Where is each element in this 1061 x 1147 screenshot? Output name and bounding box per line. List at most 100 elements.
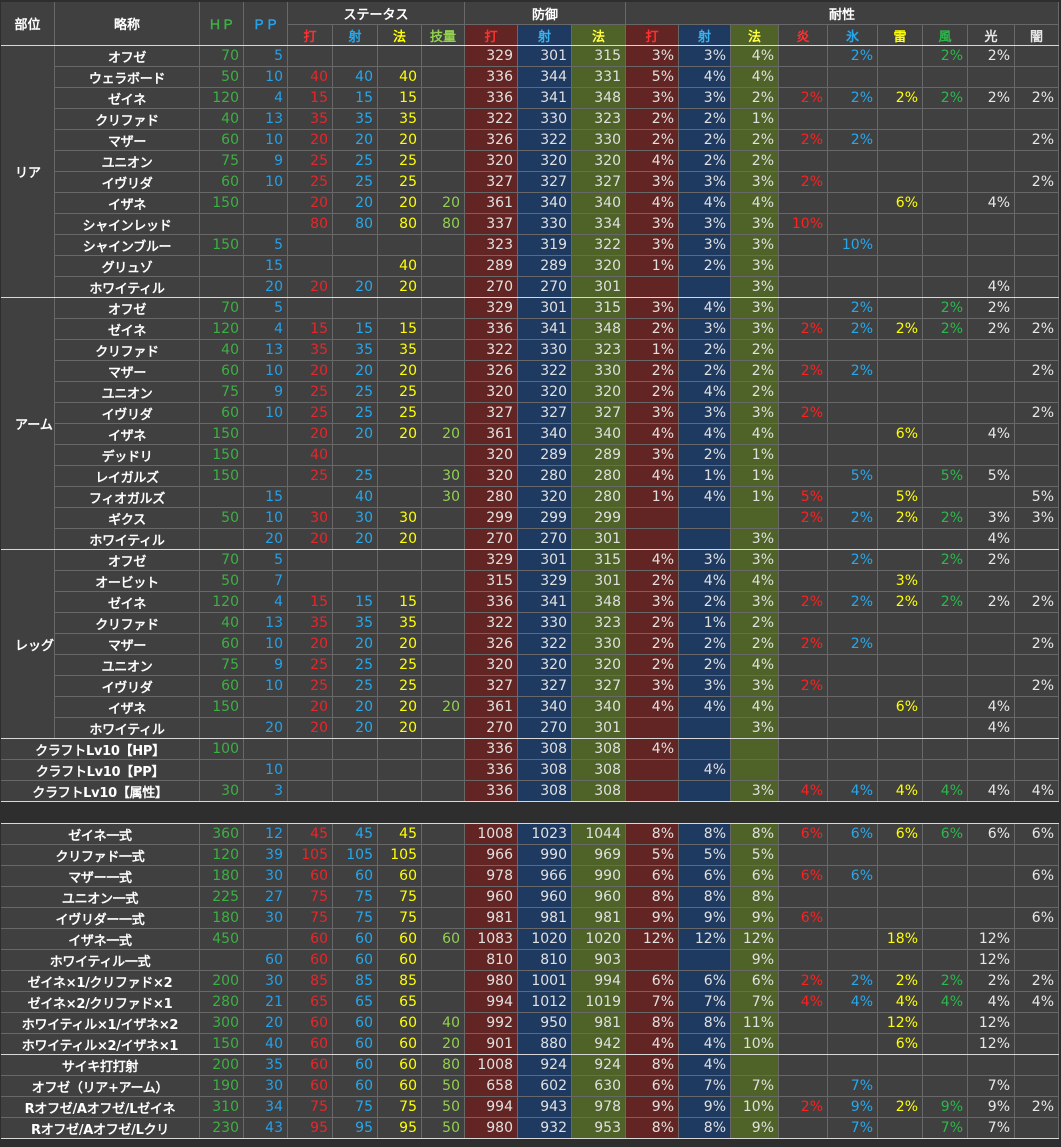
value-cell: 2%: [968, 592, 1015, 613]
value-cell: [968, 887, 1015, 908]
value-cell: [828, 718, 878, 739]
value-cell: 2%: [679, 655, 731, 676]
value-cell: 289: [518, 445, 572, 466]
value-cell: 15: [288, 88, 333, 109]
value-cell: [923, 193, 968, 214]
value-cell: [244, 466, 288, 487]
value-cell: [1015, 67, 1059, 88]
value-cell: 4%: [828, 781, 878, 802]
row-name: クラフトLv10【属性】: [1, 781, 200, 802]
value-cell: 7%: [828, 1076, 878, 1097]
value-cell: 2%: [878, 1097, 923, 1118]
value-cell: 2%: [828, 298, 878, 319]
value-cell: [968, 256, 1015, 277]
value-cell: [923, 929, 968, 950]
value-cell: [968, 571, 1015, 592]
value-cell: 15: [333, 592, 378, 613]
value-cell: 2%: [878, 319, 923, 340]
value-cell: [923, 634, 968, 655]
header-column: 打: [288, 25, 333, 46]
value-cell: [1015, 151, 1059, 172]
value-cell: 329: [465, 46, 518, 67]
value-cell: [968, 361, 1015, 382]
value-cell: 5%: [626, 67, 679, 88]
value-cell: 4%: [968, 424, 1015, 445]
value-cell: [200, 950, 244, 971]
value-cell: [422, 277, 465, 298]
value-cell: 6%: [878, 1034, 923, 1055]
value-cell: [779, 466, 828, 487]
value-cell: 4: [244, 88, 288, 109]
value-cell: [923, 760, 968, 781]
value-cell: [968, 403, 1015, 424]
value-cell: [333, 739, 378, 760]
value-cell: [878, 298, 923, 319]
value-cell: 2%: [779, 361, 828, 382]
value-cell: 95: [288, 1118, 333, 1139]
value-cell: 105: [378, 845, 422, 866]
value-cell: [422, 718, 465, 739]
value-cell: [779, 235, 828, 256]
value-cell: 4%: [679, 571, 731, 592]
value-cell: 30: [244, 908, 288, 929]
value-cell: 60: [288, 929, 333, 950]
value-cell: 2%: [779, 172, 828, 193]
value-cell: 4%: [968, 697, 1015, 718]
value-cell: [378, 487, 422, 508]
value-cell: 340: [572, 424, 626, 445]
value-cell: [378, 445, 422, 466]
value-cell: [679, 718, 731, 739]
value-cell: 3%: [878, 571, 923, 592]
value-cell: 9%: [731, 950, 779, 971]
value-cell: [333, 760, 378, 781]
value-cell: 966: [518, 866, 572, 887]
value-cell: [779, 277, 828, 298]
value-cell: 5%: [923, 466, 968, 487]
value-cell: 992: [465, 1013, 518, 1034]
value-cell: 326: [465, 634, 518, 655]
row-name: ユニオン: [55, 382, 200, 403]
value-cell: 337: [465, 214, 518, 235]
group-separator: [1, 738, 1059, 739]
value-cell: [878, 109, 923, 130]
value-cell: 60: [200, 676, 244, 697]
value-cell: 2%: [923, 319, 968, 340]
value-cell: [626, 950, 679, 971]
value-cell: 5%: [878, 487, 923, 508]
value-cell: 12%: [679, 929, 731, 950]
value-cell: 25: [333, 172, 378, 193]
value-cell: 40: [378, 256, 422, 277]
value-cell: 2%: [968, 46, 1015, 67]
value-cell: [878, 151, 923, 172]
value-cell: [378, 571, 422, 592]
value-cell: [878, 277, 923, 298]
value-cell: 336: [465, 592, 518, 613]
value-cell: [200, 214, 244, 235]
row-name: ギクス: [55, 508, 200, 529]
header-column: 氷: [828, 25, 878, 46]
value-cell: 1044: [572, 824, 626, 845]
value-cell: 322: [572, 235, 626, 256]
value-cell: 80: [422, 214, 465, 235]
value-cell: [878, 256, 923, 277]
value-cell: 60: [200, 361, 244, 382]
value-cell: 2%: [679, 151, 731, 172]
value-cell: [779, 298, 828, 319]
value-cell: 20: [378, 361, 422, 382]
value-cell: 960: [518, 887, 572, 908]
value-cell: 25: [288, 676, 333, 697]
value-cell: 2%: [779, 403, 828, 424]
value-cell: [923, 109, 968, 130]
value-cell: 30: [333, 508, 378, 529]
value-cell: [923, 445, 968, 466]
value-cell: [878, 655, 923, 676]
value-cell: 348: [572, 592, 626, 613]
value-cell: 330: [518, 109, 572, 130]
value-cell: 3%: [731, 172, 779, 193]
value-cell: 12%: [968, 1013, 1015, 1034]
value-cell: 25: [288, 403, 333, 424]
value-cell: 299: [518, 508, 572, 529]
header-column: 技量: [422, 25, 465, 46]
value-cell: 7%: [731, 1076, 779, 1097]
row-name: ゼイネ×1/クリファド×2: [1, 971, 200, 992]
